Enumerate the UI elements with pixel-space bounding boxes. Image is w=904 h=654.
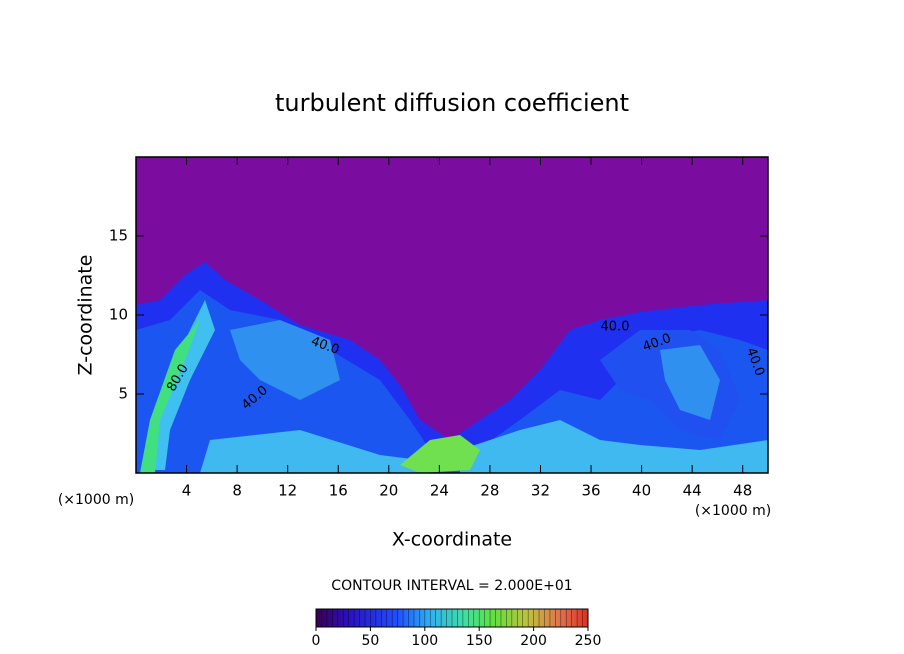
colorbar-label: 0 — [312, 633, 321, 649]
contour-interval: CONTOUR INTERVAL = 2.000E+01 — [331, 578, 572, 594]
x-tick-label: 24 — [430, 482, 449, 500]
colorbar-label: 100 — [411, 633, 438, 649]
x-tick-label: 48 — [733, 482, 752, 500]
x-axis-label: X-coordinate — [392, 529, 512, 551]
contour-label: 40.0 — [601, 320, 630, 335]
colorbar-label: 150 — [466, 633, 493, 649]
x-tick-label: 36 — [581, 482, 600, 500]
x-tick-label: 40 — [632, 482, 651, 500]
colorbar-label: 250 — [575, 633, 602, 649]
y-axis-label: Z-coordinate — [75, 255, 97, 376]
chart-title: turbulent diffusion coefficient — [275, 89, 629, 117]
field — [136, 157, 768, 473]
colorbar-label: 200 — [520, 633, 547, 649]
x-tick-label: 20 — [379, 482, 398, 500]
x-tick-label: 12 — [278, 482, 297, 500]
y-unit: (×1000 m) — [58, 492, 134, 508]
x-tick-label: 28 — [480, 482, 499, 500]
x-tick-label: 32 — [531, 482, 550, 500]
x-unit: (×1000 m) — [695, 503, 771, 519]
y-tick-label: 10 — [109, 306, 128, 324]
x-tick-label: 8 — [232, 482, 242, 500]
x-tick-label: 44 — [683, 482, 702, 500]
colorbar-label: 50 — [361, 633, 379, 649]
x-tick-label: 16 — [329, 482, 348, 500]
x-tick-label: 4 — [182, 482, 192, 500]
y-tick-label: 15 — [109, 227, 128, 245]
y-tick-label: 5 — [118, 385, 128, 403]
